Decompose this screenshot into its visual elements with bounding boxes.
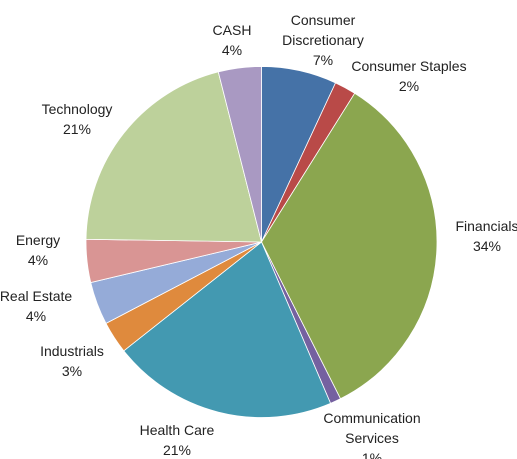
pie-slice <box>261 92 438 400</box>
slice-name: Consumer Staples <box>351 58 467 74</box>
slice-name: Health Care <box>139 422 215 438</box>
pie-slice <box>217 66 262 243</box>
data-label: Financials 34% <box>427 216 517 256</box>
slice-name: Consumer Discretionary <box>282 12 364 48</box>
data-label: Energy 4% <box>0 230 78 270</box>
slice-name: Energy <box>15 232 61 248</box>
slice-value: 4% <box>27 252 49 268</box>
slice-value: 1% <box>361 450 383 459</box>
pie-slice <box>85 71 263 243</box>
slice-name: Technology <box>41 101 113 117</box>
slice-value: 3% <box>61 363 83 379</box>
slice-name: Communication Services <box>323 410 421 446</box>
pie-slice <box>123 241 332 418</box>
slice-value: 2% <box>398 78 420 94</box>
data-label: Health Care 21% <box>117 420 237 459</box>
data-label: Consumer Discretionary 7% <box>268 10 378 70</box>
slice-name: Real Estate <box>0 288 73 304</box>
data-label: Real Estate 4% <box>0 286 86 326</box>
data-label: CASH 4% <box>202 20 262 60</box>
slice-value: 34% <box>472 238 502 254</box>
slice-value: 7% <box>312 52 334 68</box>
slice-name: CASH <box>212 22 252 38</box>
data-label: Consumer Staples 2% <box>329 56 489 96</box>
data-label: Industrials 3% <box>22 341 122 381</box>
data-label: Technology 21% <box>22 99 132 139</box>
data-label: Communication Services 1% <box>312 408 432 459</box>
slice-name: Industrials <box>40 343 104 359</box>
slice-value: 4% <box>221 42 243 58</box>
slice-value: 21% <box>62 121 92 137</box>
slice-value: 21% <box>162 442 192 458</box>
slice-value: 4% <box>25 308 47 324</box>
slice-name: Financials <box>455 218 517 234</box>
